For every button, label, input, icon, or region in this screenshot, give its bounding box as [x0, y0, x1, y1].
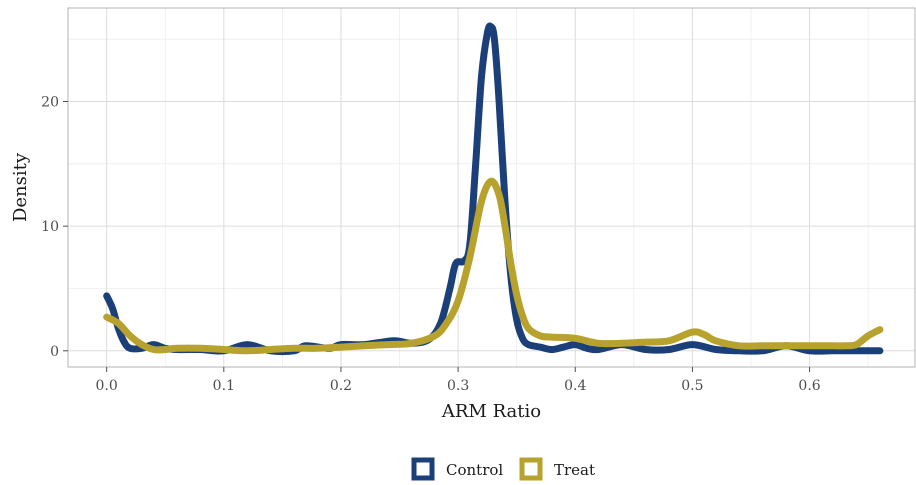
legend-swatch [519, 457, 543, 481]
minor-gridlines [68, 8, 915, 367]
x-tick-label: 0.3 [447, 378, 469, 394]
y-axis-title: Density [10, 152, 31, 222]
legend-item-control: Control [411, 457, 503, 481]
plot-panel-border [67, 7, 916, 368]
y-tick-label: 0 [50, 344, 59, 360]
legend-label: Treat [554, 461, 595, 479]
series-lines [103, 22, 884, 355]
x-tick-label: 0.0 [96, 378, 118, 394]
legend-swatch [411, 457, 435, 481]
legend-label: Control [446, 461, 503, 479]
legend-item-treat: Treat [519, 457, 595, 481]
x-tick-label: 0.4 [564, 378, 586, 394]
series-line-treat [103, 177, 884, 355]
major-gridlines [68, 8, 915, 367]
y-axis-ticks: 0 10 20 [41, 94, 68, 360]
x-tick-label: 0.2 [330, 378, 352, 394]
x-tick-label: 0.5 [681, 378, 703, 394]
y-tick-label: 20 [41, 94, 59, 110]
y-tick-label: 10 [41, 219, 59, 235]
x-axis-title: ARM Ratio [441, 401, 541, 422]
x-tick-label: 0.1 [213, 378, 235, 394]
x-tick-label: 0.6 [798, 378, 820, 394]
x-axis-ticks: 0.0 0.1 0.2 0.3 0.4 0.5 0.6 [96, 367, 821, 394]
legend: Control Treat [411, 457, 595, 481]
